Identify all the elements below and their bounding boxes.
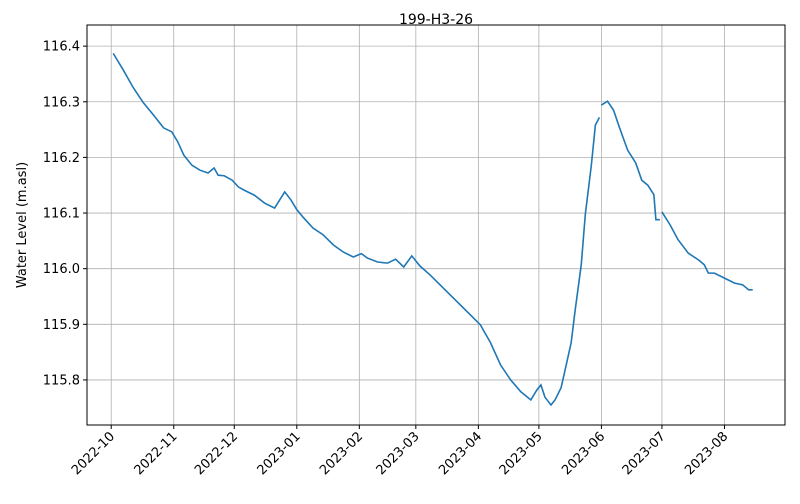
- line-series: [112, 52, 753, 407]
- y-tick-label: 116.1: [43, 207, 80, 222]
- x-tick-label: 2022-12: [192, 429, 241, 478]
- y-tick-label: 116.3: [43, 95, 80, 110]
- x-tick-label: 2023-05: [497, 429, 546, 478]
- x-tick-label: 2022-11: [132, 429, 181, 478]
- x-tick-label: 2023-02: [317, 429, 366, 478]
- chart-title: 199-H3-26: [399, 12, 473, 28]
- y-axis-label: Water Level (m.asl): [15, 162, 30, 288]
- x-tick-label: 2023-04: [436, 429, 485, 478]
- y-tick-label: 116.4: [43, 40, 80, 55]
- x-tick-label: 2022-10: [69, 429, 118, 478]
- y-tick-label: 115.9: [43, 318, 80, 333]
- x-tick-label: 2023-07: [620, 429, 669, 478]
- y-tick-label: 116.2: [43, 151, 80, 166]
- y-tick-label: 115.8: [43, 373, 80, 388]
- plot-frame: [86, 24, 786, 426]
- x-tick-label: 2023-06: [559, 429, 608, 478]
- y-tick-label: 116.0: [43, 262, 80, 277]
- x-tick-label: 2023-03: [374, 429, 423, 478]
- x-tick-label: 2023-08: [682, 429, 731, 478]
- x-tick-label: 2023-01: [255, 429, 304, 478]
